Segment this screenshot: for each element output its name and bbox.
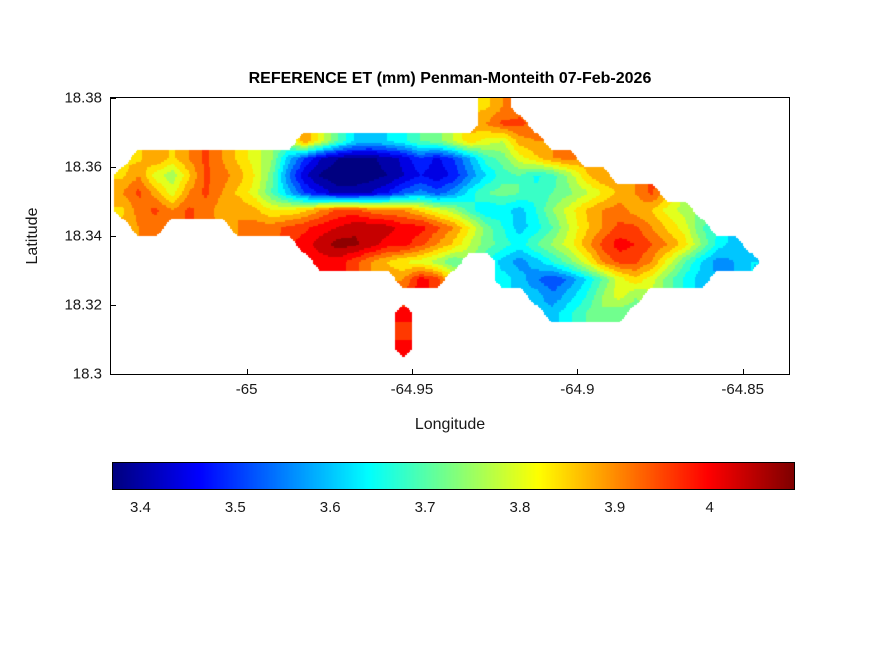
colorbar-canvas [113,463,794,489]
y-tick-label: 18.36 [64,158,102,176]
colorbar-tick-label: 3.8 [509,499,531,516]
x-tick-label: -65 [235,381,258,398]
y-tick-label: 18.34 [64,227,102,245]
colorbar-tick-label: 3.7 [414,499,436,516]
x-tick-label: -64.85 [721,381,764,398]
plot-area: 18.38 18.36 18.34 18.32 18.3 -65 -64.95 -64.9 -… [64,90,790,398]
colorbar [112,462,795,490]
y-tick-mark [111,374,116,375]
colorbar-tick-label: 3.4 [130,499,151,516]
heatmap-canvas [111,98,789,374]
chart-title: REFERENCE ET (mm) Penman-Monteith 07-Feb… [248,70,652,87]
y-axis-label: Latitude [24,207,41,265]
y-tick-label: 18.38 [64,89,102,107]
x-tick-label: -64.95 [390,381,434,398]
x-axis-label: Longitude [414,416,486,433]
colorbar-tick-label: 3.6 [319,499,341,516]
x-tick-label: -64.9 [560,381,595,398]
colorbar-tick-label: 3.9 [604,499,626,516]
colorbar-tick-label: 3.5 [224,499,246,516]
y-tick-label: 18.32 [64,296,102,314]
y-tick-label: 18.3 [72,365,102,383]
colorbar-tick-label: 4 [705,499,714,516]
